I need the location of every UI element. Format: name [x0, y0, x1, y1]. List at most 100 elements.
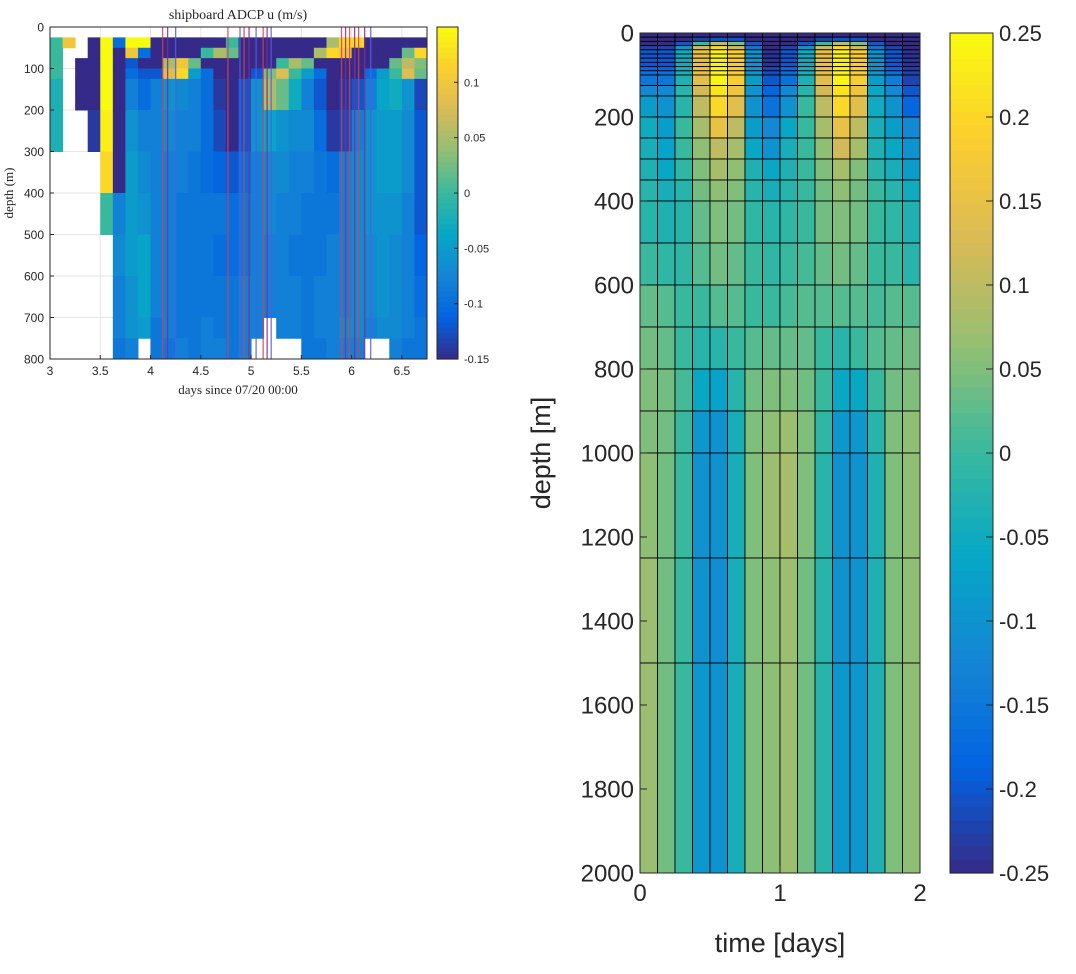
heatmap-cell — [867, 116, 886, 139]
colorbar-segment — [437, 239, 458, 246]
heatmap-cell — [288, 317, 302, 339]
heatmap-cell — [251, 151, 265, 194]
heatmap-cell — [263, 68, 277, 80]
heatmap-cell — [884, 45, 903, 51]
heatmap-cell — [709, 410, 728, 454]
heatmap-cell — [779, 137, 798, 160]
heatmap-cell — [692, 36, 711, 42]
heatmap-cell — [238, 276, 252, 318]
colorbar-segment — [950, 754, 993, 769]
heatmap-cell — [727, 452, 746, 559]
heatmap-cell — [849, 452, 868, 559]
heatmap-cell — [639, 95, 658, 118]
heatmap-cell — [137, 37, 152, 49]
heatmap-cell — [709, 116, 728, 139]
heatmap-cell — [884, 74, 903, 86]
heatmap-cell — [832, 70, 851, 76]
colorbar-tick-label: 0.2 — [999, 105, 1030, 130]
y-tick-label: 500 — [24, 228, 44, 242]
heatmap-cell — [744, 242, 763, 286]
heatmap-cell — [414, 151, 428, 194]
heatmap-cell — [744, 179, 763, 202]
colorbar-segment — [437, 327, 458, 334]
heatmap-cell — [50, 37, 64, 49]
heatmap-cell — [762, 368, 781, 412]
heatmap-cell — [867, 410, 886, 454]
heatmap-cell — [674, 368, 693, 412]
heatmap-cell — [657, 326, 676, 370]
heatmap-cell — [238, 110, 252, 152]
heatmap-cell — [389, 58, 403, 69]
colorbar-segment — [950, 295, 993, 310]
heatmap-cell — [744, 137, 763, 160]
heatmap-cell — [727, 242, 746, 286]
heatmap-cell — [50, 68, 64, 80]
colorbar-segment — [950, 479, 993, 493]
heatmap-cell — [814, 57, 833, 63]
heatmap-cell — [674, 137, 693, 160]
heatmap-cell — [276, 37, 290, 49]
colorbar-segment — [437, 47, 458, 54]
heatmap-cell — [902, 57, 921, 63]
heatmap-cell — [779, 242, 798, 286]
heatmap-cell — [263, 151, 277, 194]
heatmap-cell — [163, 151, 177, 194]
heatmap-cell — [744, 85, 763, 97]
heatmap-cell — [709, 242, 728, 286]
heatmap-cell — [744, 49, 763, 55]
colorbar-segment — [437, 338, 458, 345]
heatmap-cell — [313, 47, 327, 59]
x-tick-label: 4 — [147, 364, 154, 378]
heatmap-cell — [902, 116, 921, 139]
heatmap-cell — [814, 200, 833, 244]
heatmap-cell — [639, 137, 658, 160]
heatmap-cell — [188, 338, 202, 360]
heatmap-cell — [867, 158, 886, 181]
heatmap-cell — [414, 193, 428, 235]
heatmap-cell — [902, 85, 921, 97]
heatmap-cell — [884, 70, 903, 76]
heatmap-cell — [762, 36, 781, 42]
heatmap-cell — [238, 58, 252, 69]
heatmap-cell — [849, 662, 868, 874]
heatmap-cell — [200, 338, 214, 360]
heatmap-cell — [238, 68, 252, 80]
heatmap-cell — [301, 234, 315, 277]
heatmap-cell — [414, 276, 428, 318]
y-tick-label: 1800 — [581, 777, 634, 804]
heatmap-cell — [797, 452, 816, 559]
heatmap-cell — [238, 338, 252, 360]
heatmap-cell — [213, 317, 227, 339]
heatmap-cell — [709, 61, 728, 68]
heatmap-cell — [849, 158, 868, 181]
heatmap-cell — [150, 193, 164, 235]
heatmap-cell — [188, 68, 202, 80]
heatmap-cell — [727, 53, 746, 59]
heatmap-cell — [50, 58, 64, 69]
heatmap-cell — [849, 368, 868, 412]
heatmap-cell — [867, 74, 886, 86]
heatmap-cell — [849, 557, 868, 664]
heatmap-cell — [414, 338, 428, 360]
heatmap-cell — [762, 242, 781, 286]
heatmap-cell — [137, 276, 152, 318]
heatmap-cell — [744, 200, 763, 244]
colorbar-tick-label: -0.05 — [464, 243, 489, 255]
heatmap-cell — [744, 452, 763, 559]
heatmap-cell — [762, 70, 781, 76]
heatmap-cell — [884, 66, 903, 72]
heatmap-cell — [150, 338, 164, 360]
colorbar-segment — [950, 794, 993, 808]
heatmap-cell — [867, 326, 886, 370]
colorbar-segment — [950, 256, 993, 270]
heatmap-cell — [884, 85, 903, 97]
heatmap-cell — [657, 40, 676, 47]
heatmap-cell — [779, 662, 798, 874]
heatmap-cell — [849, 45, 868, 51]
heatmap-cell — [401, 276, 415, 318]
heatmap-cell — [213, 78, 227, 111]
colorbar-segment — [437, 260, 458, 267]
heatmap-cell — [175, 276, 189, 318]
heatmap-cell — [125, 68, 139, 80]
heatmap-cell — [779, 326, 798, 370]
